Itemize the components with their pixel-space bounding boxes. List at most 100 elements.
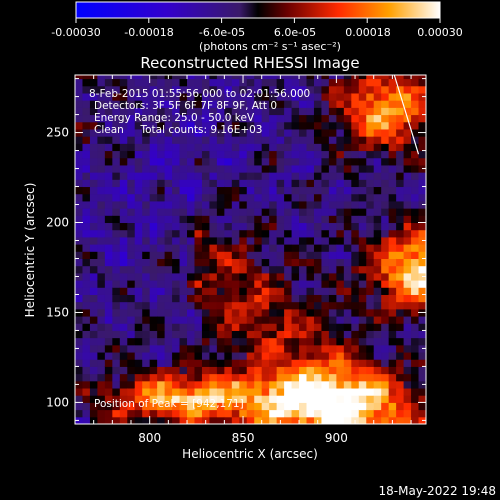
heatmap-cell xyxy=(224,222,233,231)
heatmap-cell xyxy=(89,143,98,152)
heatmap-cell xyxy=(351,229,360,238)
heatmap-cell xyxy=(119,402,128,411)
heatmap-cell xyxy=(224,409,233,418)
heatmap-cell xyxy=(306,272,315,281)
heatmap-cell xyxy=(149,366,158,375)
heatmap-cell xyxy=(239,157,248,166)
heatmap-cell xyxy=(321,78,330,87)
heatmap-cell xyxy=(321,395,330,403)
heatmap-cell xyxy=(321,236,330,245)
heatmap-cell xyxy=(157,395,166,403)
heatmap-cell xyxy=(291,121,300,130)
heatmap-cell xyxy=(89,193,98,202)
heatmap-cell xyxy=(321,272,330,281)
heatmap-cell xyxy=(142,121,151,130)
heatmap-cell xyxy=(112,215,121,224)
heatmap-cell xyxy=(366,100,375,108)
heatmap-cell xyxy=(187,208,195,216)
heatmap-cell xyxy=(313,244,322,252)
heatmap-cell xyxy=(97,121,106,130)
heatmap-cell xyxy=(418,251,426,259)
heatmap-cell xyxy=(112,244,121,252)
heatmap-cell xyxy=(418,316,426,324)
heatmap-cell xyxy=(261,186,270,195)
heatmap-cell xyxy=(254,380,263,389)
heatmap-cell xyxy=(269,114,278,123)
heatmap-cell xyxy=(351,164,360,173)
heatmap-cell xyxy=(276,136,285,144)
heatmap-cell xyxy=(209,416,218,424)
heatmap-cell xyxy=(366,265,375,274)
heatmap-cell xyxy=(142,316,151,324)
heatmap-cell xyxy=(358,330,367,339)
heatmap-cell xyxy=(261,244,270,252)
heatmap-cell xyxy=(157,287,166,295)
heatmap-cell xyxy=(224,215,233,224)
heatmap-cell xyxy=(366,75,375,80)
heatmap-cell xyxy=(82,416,91,424)
heatmap-cell xyxy=(187,251,195,259)
heatmap-cell xyxy=(119,280,128,288)
heatmap-cell xyxy=(127,172,136,180)
heatmap-cell xyxy=(358,222,367,231)
heatmap-cell xyxy=(82,236,91,245)
heatmap-cell xyxy=(343,143,352,152)
heatmap-cell xyxy=(164,186,173,195)
heatmap-cell xyxy=(358,380,367,389)
heatmap-cell xyxy=(358,337,367,346)
heatmap-cell xyxy=(388,308,397,317)
heatmap-cell xyxy=(306,136,315,144)
heatmap-cell xyxy=(328,78,337,87)
heatmap-cell xyxy=(239,359,248,367)
heatmap-cell xyxy=(231,330,240,339)
heatmap-cell xyxy=(336,316,345,324)
heatmap-cell xyxy=(112,287,121,295)
heatmap-cell xyxy=(396,186,405,195)
heatmap-cell xyxy=(142,157,151,166)
heatmap-cell xyxy=(411,164,420,173)
colorbar-tick-label: 0.00030 xyxy=(417,26,463,39)
heatmap-cell xyxy=(89,157,98,166)
heatmap-cell xyxy=(127,251,136,259)
heatmap-cell xyxy=(388,92,397,101)
heatmap-cell xyxy=(127,337,136,346)
heatmap-cell xyxy=(187,280,195,288)
heatmap-cell xyxy=(336,366,345,375)
heatmap-cell xyxy=(164,388,173,396)
heatmap-cell xyxy=(194,200,203,209)
heatmap-cell xyxy=(104,186,113,195)
heatmap-cell xyxy=(366,366,375,375)
heatmap-cell xyxy=(396,258,405,267)
heatmap-cell xyxy=(269,172,278,180)
heatmap-cell xyxy=(149,208,158,216)
heatmap-cell xyxy=(119,352,128,360)
heatmap-cell xyxy=(97,272,106,281)
heatmap-cell xyxy=(343,92,352,101)
heatmap-cell xyxy=(134,85,143,94)
heatmap-cell xyxy=(313,359,322,367)
heatmap-cell xyxy=(89,179,98,188)
heatmap-cell xyxy=(261,92,270,101)
heatmap-cell xyxy=(299,114,308,123)
heatmap-cell xyxy=(224,85,233,94)
heatmap-cell xyxy=(239,208,248,216)
heatmap-cell xyxy=(396,121,405,130)
heatmap-cell xyxy=(381,143,390,152)
heatmap-cell xyxy=(157,258,166,267)
heatmap-cell xyxy=(209,128,218,137)
heatmap-cell xyxy=(134,316,143,324)
heatmap-cell xyxy=(418,265,426,274)
heatmap-cell xyxy=(119,208,128,216)
heatmap-cell xyxy=(246,337,255,346)
heatmap-cell xyxy=(254,143,263,152)
heatmap-cell xyxy=(291,251,300,259)
heatmap-cell xyxy=(396,294,405,303)
heatmap-cell xyxy=(284,92,293,101)
heatmap-cell xyxy=(343,107,352,116)
heatmap-cell xyxy=(306,409,315,418)
heatmap-cell xyxy=(276,280,285,288)
heatmap-cell xyxy=(134,416,143,424)
heatmap-cell xyxy=(75,409,83,418)
heatmap-cell xyxy=(194,157,203,166)
heatmap-cell xyxy=(231,344,240,353)
